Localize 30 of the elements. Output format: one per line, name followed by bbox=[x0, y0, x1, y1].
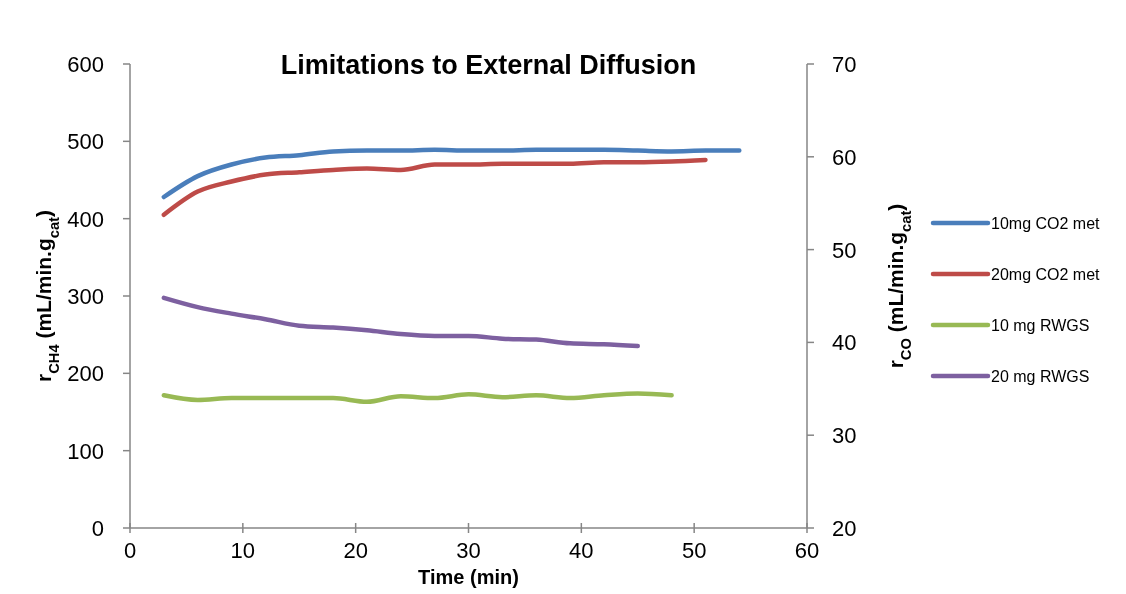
y2-tick-label: 50 bbox=[832, 237, 857, 263]
y2-tick-label: 20 bbox=[832, 516, 857, 541]
y2-tick-label: 70 bbox=[832, 52, 857, 77]
line-series bbox=[161, 391, 674, 405]
legend-label: 10 mg RWGS bbox=[991, 317, 1090, 334]
y-tick-label: 400 bbox=[67, 206, 104, 232]
y2-tick-label: 40 bbox=[832, 330, 857, 356]
y2-tick-label: 60 bbox=[832, 144, 857, 170]
chart-title: Limitations to External Diffusion bbox=[280, 50, 697, 80]
y-tick-label: 100 bbox=[67, 438, 104, 464]
y-tick-label: 0 bbox=[91, 516, 104, 541]
y-tick-label: 600 bbox=[67, 52, 104, 77]
line-series bbox=[161, 157, 708, 218]
y-tick-label: 200 bbox=[67, 361, 104, 387]
legend-label: 20 mg RWGS bbox=[991, 368, 1090, 385]
x-tick-label: 0 bbox=[123, 538, 137, 563]
x-tick-label: 60 bbox=[794, 538, 820, 563]
x-tick-label: 50 bbox=[681, 538, 707, 563]
line-series bbox=[161, 295, 640, 349]
legend-label: 10mg CO2 met bbox=[991, 215, 1101, 232]
x-tick-label: 20 bbox=[343, 538, 368, 563]
legend-label: 20mg CO2 met bbox=[991, 266, 1101, 283]
x-tick-label: 10 bbox=[230, 538, 256, 563]
x-axis-title: Time (min) bbox=[418, 566, 519, 588]
y-tick-label: 500 bbox=[67, 129, 104, 155]
line-series bbox=[161, 147, 742, 200]
y2-tick-label: 30 bbox=[832, 423, 857, 449]
x-tick-label: 40 bbox=[569, 538, 594, 563]
y-tick-label: 300 bbox=[67, 284, 104, 309]
x-tick-label: 30 bbox=[456, 538, 481, 563]
